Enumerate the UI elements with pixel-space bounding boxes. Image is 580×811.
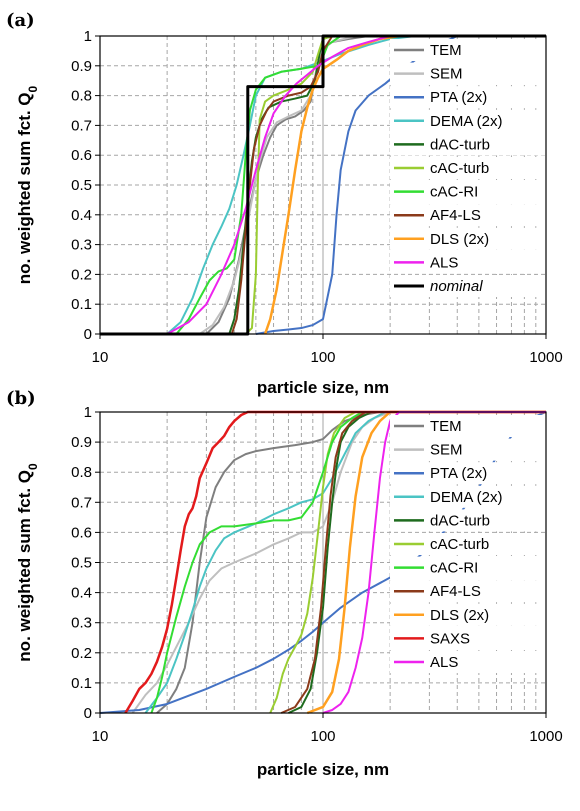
- legend-backdrop: [390, 533, 545, 555]
- panel-a: (a) 0 0.1 0.2 0.3 0.4 0.5 0.6 0.7 0.8 0.9 1 10 100 100…: [6, 10, 563, 397]
- y-tick-label: 0.2: [71, 645, 92, 662]
- legend-backdrop: [390, 415, 545, 437]
- legend-label: PTA (2x): [430, 465, 487, 482]
- panel-label: (a): [6, 10, 35, 31]
- series-line-sem: [131, 411, 546, 714]
- legend-backdrop: [390, 485, 545, 508]
- y-tick-label: 0.9: [71, 434, 92, 451]
- y-tick-label: 0: [84, 326, 92, 343]
- legend-label: SAXS: [430, 630, 470, 647]
- legend-label: ALS: [430, 654, 458, 671]
- x-axis-title: particle size, nm: [257, 760, 389, 779]
- legend-backdrop: [390, 86, 545, 109]
- legend-backdrop: [390, 204, 545, 227]
- y-tick-label: 0.7: [71, 117, 92, 134]
- legend-backdrop: [390, 133, 545, 156]
- y-tick-label: 0.5: [71, 555, 92, 572]
- x-tick-label: 1000: [529, 349, 562, 366]
- y-tick-label: 0.4: [71, 207, 92, 224]
- legend-backdrop: [390, 251, 545, 274]
- series-line-cac-ri: [150, 411, 546, 714]
- legend-label: SEM: [430, 442, 463, 459]
- legend-label: cAC-turb: [430, 160, 489, 177]
- y-tick-label: 0.1: [71, 675, 92, 692]
- y-tick-label: 0.3: [71, 237, 92, 254]
- legend-label: dAC-turb: [430, 512, 490, 529]
- series-line-af4-ls: [230, 35, 546, 335]
- x-tick-label: 1000: [529, 728, 562, 745]
- legend-label: TEM: [430, 418, 462, 435]
- series-line-cac-turb: [269, 411, 546, 714]
- legend-label: cAC-RI: [430, 560, 478, 577]
- y-tick-label: 0.4: [71, 585, 92, 602]
- x-tick-label: 10: [92, 349, 109, 366]
- legend-label: AF4-LS: [430, 207, 481, 224]
- legend-backdrop: [390, 438, 545, 461]
- y-axis-title: no. weighted sum fct. Q0: [15, 463, 40, 662]
- legend-backdrop: [390, 39, 545, 61]
- legend-backdrop: [390, 180, 545, 203]
- y-tick-label: 1: [84, 28, 92, 45]
- x-axis-title: particle size, nm: [257, 378, 389, 397]
- y-tick-label: 0.7: [71, 494, 92, 511]
- legend-backdrop: [390, 227, 545, 250]
- legend-label: ALS: [430, 254, 458, 271]
- legend-backdrop: [390, 275, 545, 297]
- y-tick-label: 0.6: [71, 147, 92, 164]
- y-tick-label: 0.8: [71, 88, 92, 105]
- legend-backdrop: [390, 462, 545, 485]
- legend-label: cAC-turb: [430, 536, 489, 553]
- legend-backdrop: [390, 627, 545, 650]
- legend-backdrop: [390, 157, 545, 179]
- legend: TEM SEM PTA (2x) DEMA (2x) dAC-turb cAC-turb c…: [390, 39, 545, 297]
- y-tick-label: 0.6: [71, 524, 92, 541]
- panel-label: (b): [6, 388, 36, 409]
- legend-label: dAC-turb: [430, 136, 490, 153]
- series-line-af4-ls: [280, 411, 546, 714]
- y-tick-label: 0.8: [71, 464, 92, 481]
- y-tick-label: 0.9: [71, 58, 92, 75]
- legend-label: DEMA (2x): [430, 113, 503, 130]
- y-tick-label: 0.3: [71, 615, 92, 632]
- legend-label: nominal: [430, 278, 483, 295]
- legend-label: TEM: [430, 42, 462, 59]
- x-tick-label: 100: [310, 728, 335, 745]
- legend-backdrop: [390, 556, 545, 579]
- legend-backdrop: [390, 651, 545, 673]
- series-line-saxs: [124, 410, 546, 714]
- legend-label: DEMA (2x): [430, 489, 503, 506]
- panel-b: (b) 0 0.1 0.2 0.3 0.4 0.5 0.6 0.7 0.8 0.9 1 10 100 100…: [6, 388, 563, 779]
- series-line-dema-2x: [166, 35, 546, 335]
- x-tick-label: 10: [92, 728, 109, 745]
- y-tick-label: 0.2: [71, 266, 92, 283]
- y-tick-label: 0.1: [71, 296, 92, 313]
- y-tick-label: 0.5: [71, 177, 92, 194]
- legend-label: cAC-RI: [430, 184, 478, 201]
- legend-backdrop: [390, 580, 545, 603]
- y-axis-title: no. weighted sum fct. Q0: [15, 85, 40, 284]
- y-tick-label: 0: [84, 705, 92, 722]
- series-line-als: [166, 35, 546, 335]
- legend-label: DLS (2x): [430, 607, 489, 624]
- x-tick-label: 100: [310, 349, 335, 366]
- legend-backdrop: [390, 603, 545, 626]
- y-tick-label: 1: [84, 404, 92, 421]
- legend-label: DLS (2x): [430, 231, 489, 248]
- legend-backdrop: [390, 62, 545, 85]
- legend-backdrop: [390, 509, 545, 532]
- legend-label: SEM: [430, 66, 463, 83]
- legend-label: PTA (2x): [430, 89, 487, 106]
- series-line-dls-2x: [306, 410, 546, 715]
- legend: TEM SEM PTA (2x) DEMA (2x) dAC-turb cAC-turb c…: [390, 415, 545, 673]
- series-line-dac-turb: [288, 411, 546, 714]
- legend-backdrop: [390, 109, 545, 132]
- legend-label: AF4-LS: [430, 583, 481, 600]
